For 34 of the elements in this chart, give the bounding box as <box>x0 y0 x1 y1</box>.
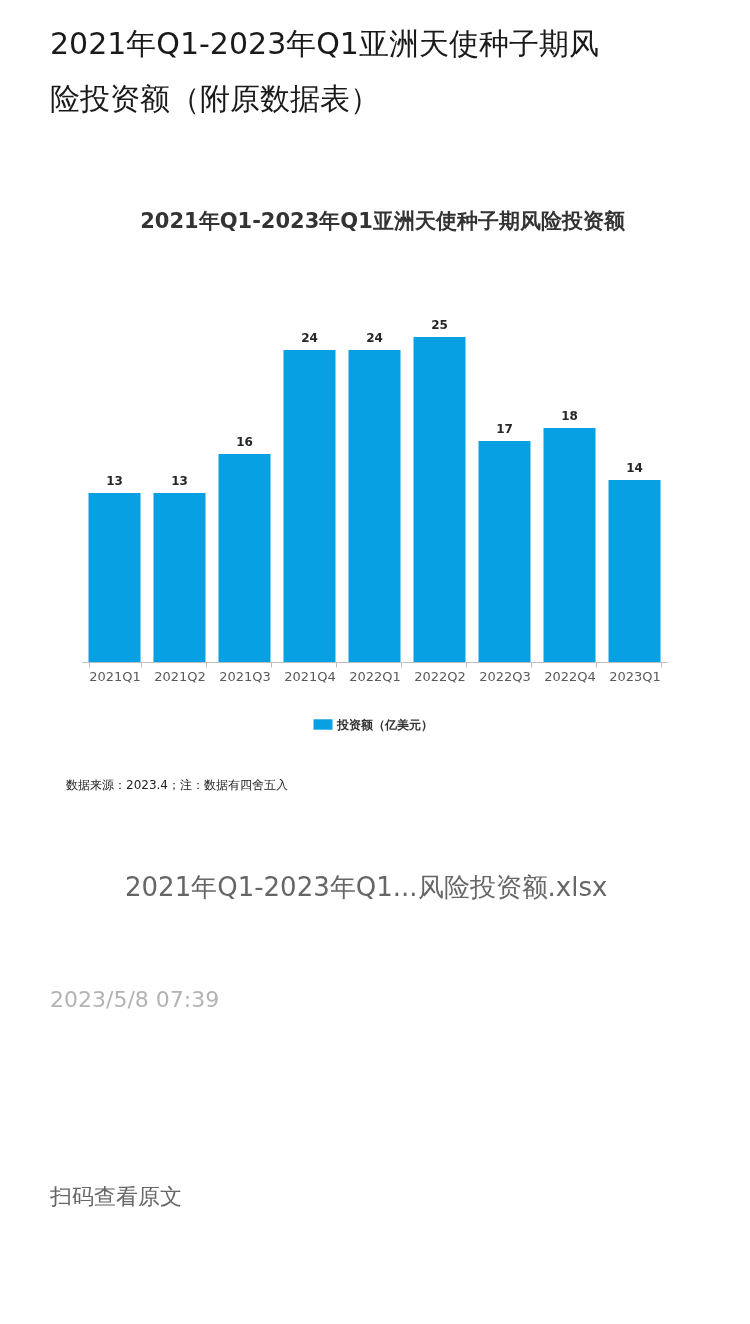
bar <box>153 493 206 662</box>
x-tick-label: 2022Q2 <box>414 668 466 684</box>
text: 扫码查看原文 <box>49 1184 182 1209</box>
x-tick-label: 2022Q1 <box>349 668 401 684</box>
bar <box>88 493 141 662</box>
data-label: 24 <box>301 331 318 345</box>
data-label: 13 <box>171 474 188 488</box>
data-label: 25 <box>431 318 448 332</box>
data-label: 16 <box>236 435 253 449</box>
bar <box>283 350 336 662</box>
data-label: 13 <box>106 474 123 488</box>
x-tick-label: 2021Q4 <box>284 668 336 684</box>
bar <box>413 337 466 662</box>
x-tick-label: 2023Q1 <box>609 668 661 684</box>
bar <box>218 454 271 662</box>
chart-subtitle: 2021年Q1-2023年Q1亚洲天使种子期风险投资额 <box>140 209 626 233</box>
text: 2023/5/8 07:39 <box>50 987 220 1012</box>
x-tick-label: 2021Q3 <box>219 668 271 684</box>
bar <box>608 480 661 662</box>
source-note: 数据来源：2023.4；注：数据有四舍五入 <box>66 778 288 792</box>
x-tick-label: 2022Q3 <box>479 668 531 684</box>
data-label: 24 <box>366 331 383 345</box>
bar <box>348 350 401 662</box>
legend-label: 投资额（亿美元） <box>335 717 433 732</box>
data-label: 14 <box>626 461 643 475</box>
data-label: 17 <box>496 422 513 436</box>
x-tick-label: 2021Q2 <box>154 668 206 684</box>
text: 2021年Q1-2023年Q1...风险投资额.xlsx <box>125 872 608 902</box>
chart-title: 2021年Q1-2023年Q1亚洲天使种子期风险投资额（附原数据表） <box>50 26 599 116</box>
bar <box>478 441 531 662</box>
data-label: 18 <box>561 409 578 423</box>
x-tick-label: 2021Q1 <box>89 668 141 684</box>
bar <box>543 428 596 662</box>
x-tick-label: 2022Q4 <box>544 668 596 684</box>
